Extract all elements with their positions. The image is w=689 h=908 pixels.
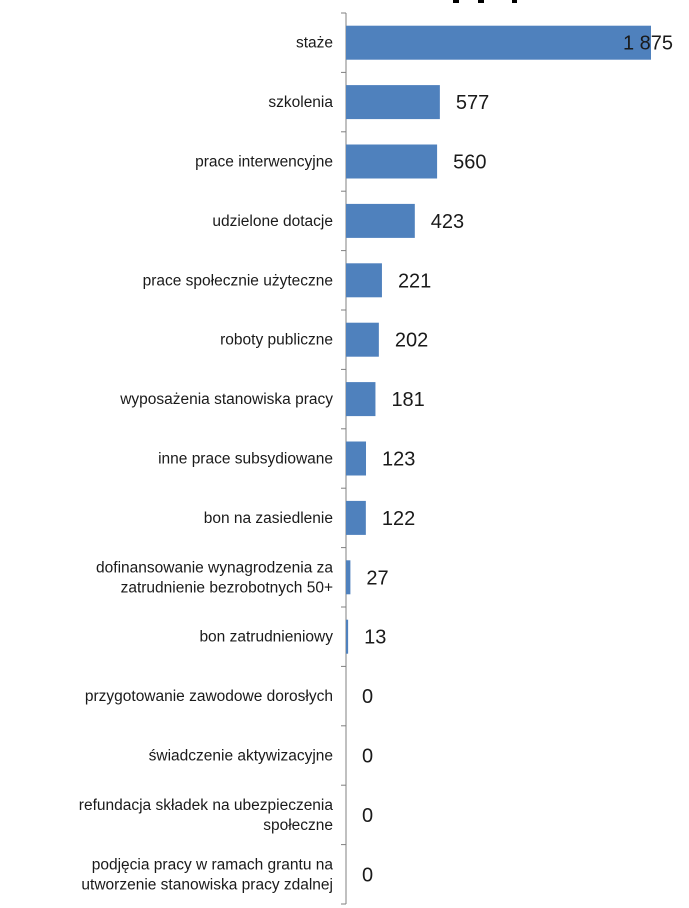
data-label: 202: [395, 330, 428, 352]
data-label: 577: [456, 92, 489, 114]
data-label: 181: [391, 389, 424, 411]
category-label: refundacja składek na ubezpieczenia: [79, 797, 334, 814]
category-label: przygotowanie zawodowe dorosłych: [85, 688, 333, 705]
data-label: 0: [362, 686, 373, 708]
bar: [346, 25, 651, 60]
data-label: 560: [453, 152, 486, 174]
category-label: podjęcia pracy w ramach grantu na: [92, 856, 334, 873]
data-label: 122: [382, 508, 415, 530]
bar: [346, 144, 438, 179]
bar: [346, 263, 382, 298]
bar: [346, 500, 366, 535]
category-label: dofinansowanie wynagrodzenia za: [96, 559, 333, 576]
category-label: prace społecznie użyteczne: [143, 272, 333, 289]
data-label: 1 875: [623, 33, 673, 55]
category-label: staże: [296, 35, 333, 52]
bar: [346, 85, 440, 120]
category-label: bon zatrudnieniowy: [199, 629, 333, 646]
category-label: społeczne: [263, 817, 333, 834]
data-label: 0: [362, 746, 373, 768]
bar: [346, 382, 376, 417]
data-label: 423: [431, 211, 464, 233]
data-label: 221: [398, 270, 431, 292]
category-label: inne prace subsydiowane: [158, 451, 333, 468]
bar: [346, 560, 351, 595]
category-label: wyposażenia stanowiska pracy: [119, 391, 333, 408]
category-label: roboty publiczne: [220, 332, 333, 349]
bar: [346, 441, 367, 476]
category-label: utworzenie stanowiska pracy zdalnej: [81, 876, 333, 893]
category-label: udzielone dotacje: [212, 213, 333, 230]
data-label: 13: [364, 627, 386, 649]
bar: [346, 203, 415, 238]
chart-title-fragment: [453, 0, 517, 3]
data-label: 123: [382, 449, 415, 471]
category-label: zatrudnienie bezrobotnych 50+: [121, 579, 333, 596]
category-label: świadczenie aktywizacyjne: [149, 748, 333, 765]
data-label: 0: [362, 864, 373, 886]
data-label: 27: [366, 567, 388, 589]
category-label: szkolenia: [268, 94, 333, 111]
category-label: bon na zasiedlenie: [204, 510, 333, 527]
category-label: prace interwencyjne: [195, 154, 333, 171]
bar: [346, 322, 379, 357]
bar: [346, 619, 349, 654]
data-label: 0: [362, 805, 373, 827]
